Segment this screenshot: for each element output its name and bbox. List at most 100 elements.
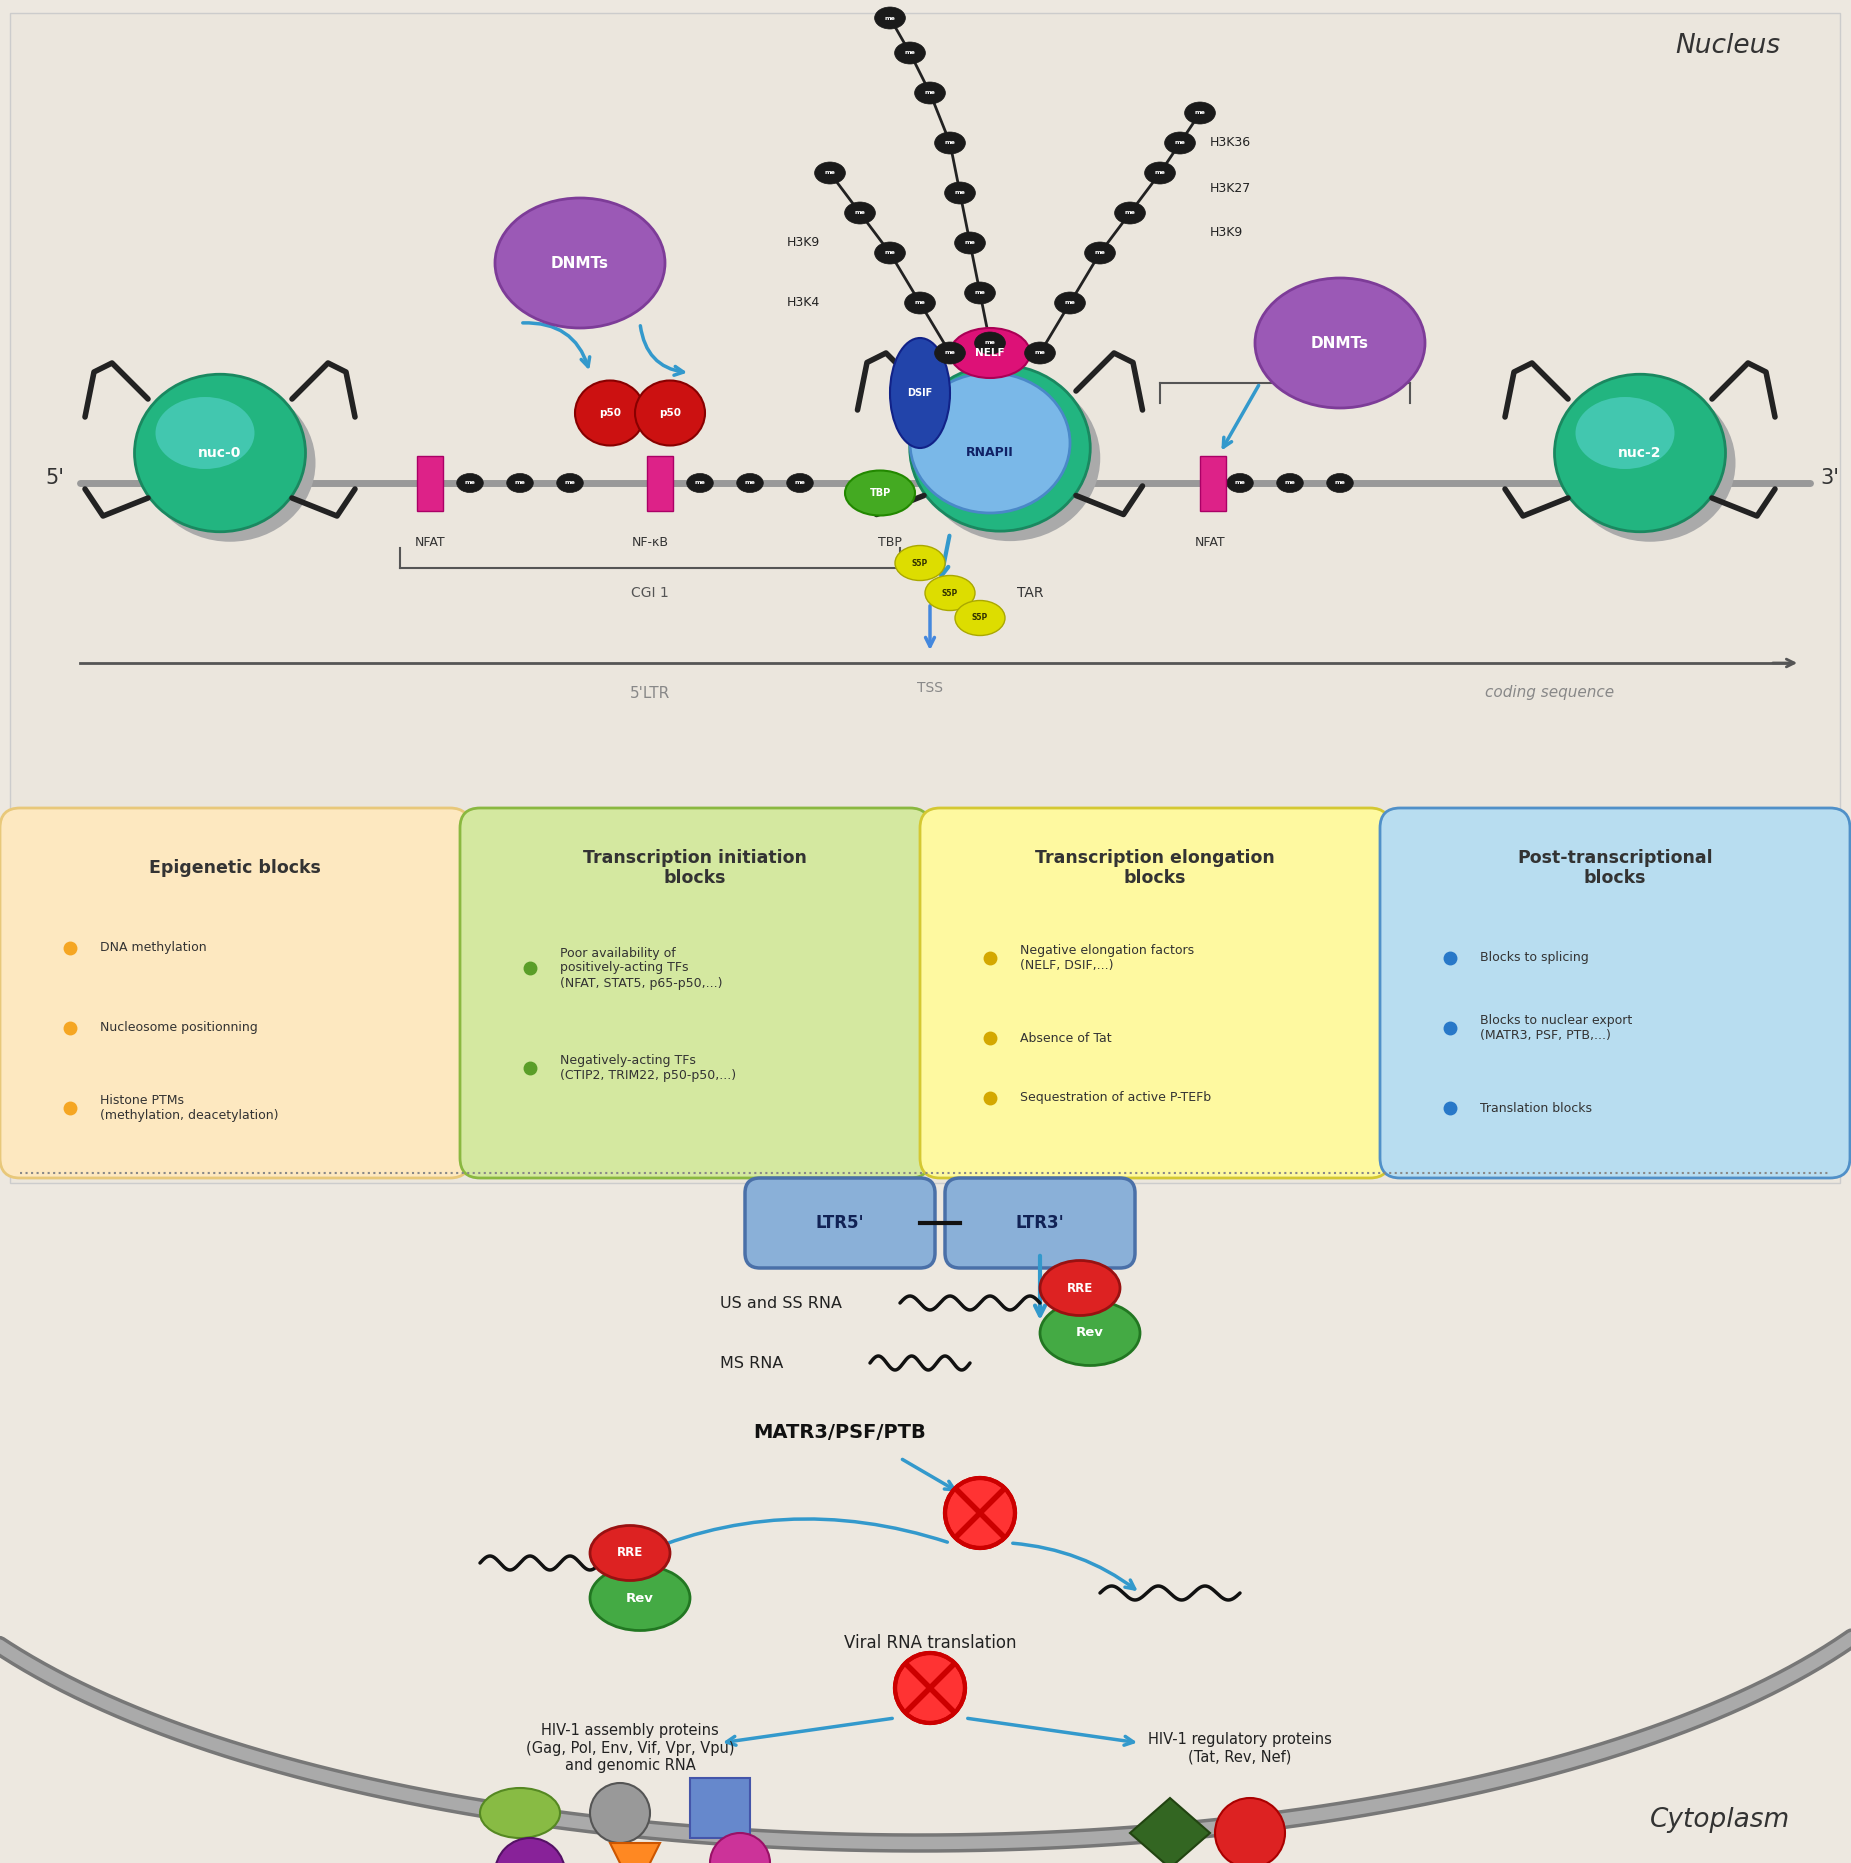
Text: Negative elongation factors
(NELF, DSIF,...): Negative elongation factors (NELF, DSIF,… bbox=[1020, 945, 1194, 972]
Text: Histone PTMs
(methylation, deacetylation): Histone PTMs (methylation, deacetylation… bbox=[100, 1094, 278, 1122]
Ellipse shape bbox=[890, 337, 950, 447]
Text: me: me bbox=[1194, 110, 1205, 116]
Text: 5'LTR: 5'LTR bbox=[629, 686, 670, 700]
Text: TAR: TAR bbox=[1016, 587, 1044, 600]
Ellipse shape bbox=[457, 473, 483, 492]
Text: me: me bbox=[1035, 350, 1046, 356]
Text: me: me bbox=[1125, 211, 1135, 216]
Ellipse shape bbox=[896, 546, 946, 581]
Ellipse shape bbox=[911, 373, 1070, 512]
Ellipse shape bbox=[935, 132, 966, 155]
Text: Rev: Rev bbox=[626, 1591, 653, 1604]
Polygon shape bbox=[611, 1843, 661, 1863]
Circle shape bbox=[896, 1652, 964, 1723]
Text: S5P: S5P bbox=[942, 589, 959, 598]
Ellipse shape bbox=[1040, 1300, 1140, 1366]
Ellipse shape bbox=[590, 1565, 690, 1630]
Ellipse shape bbox=[933, 389, 1037, 466]
Text: me: me bbox=[1335, 481, 1346, 486]
Ellipse shape bbox=[687, 473, 713, 492]
Text: Transcription initiation
blocks: Transcription initiation blocks bbox=[583, 850, 807, 887]
Text: H3K36: H3K36 bbox=[1211, 136, 1251, 149]
Ellipse shape bbox=[590, 1526, 670, 1580]
Text: S5P: S5P bbox=[913, 559, 927, 568]
Ellipse shape bbox=[944, 183, 975, 205]
Bar bbox=[416, 456, 442, 510]
Bar bbox=[690, 1777, 750, 1839]
Text: DNMTs: DNMTs bbox=[552, 255, 609, 270]
Text: me: me bbox=[465, 481, 476, 486]
Text: me: me bbox=[565, 481, 576, 486]
Text: HIV-1 regulatory proteins
(Tat, Rev, Nef): HIV-1 regulatory proteins (Tat, Rev, Nef… bbox=[1148, 1733, 1333, 1764]
Text: H3K27: H3K27 bbox=[1211, 181, 1251, 194]
Text: me: me bbox=[955, 190, 966, 196]
Ellipse shape bbox=[955, 600, 1005, 635]
Ellipse shape bbox=[876, 7, 905, 30]
Text: H3K9: H3K9 bbox=[1211, 227, 1244, 240]
Ellipse shape bbox=[1164, 132, 1196, 155]
Ellipse shape bbox=[1555, 374, 1725, 531]
Ellipse shape bbox=[1564, 384, 1736, 542]
Text: RRE: RRE bbox=[616, 1546, 642, 1559]
Ellipse shape bbox=[876, 242, 905, 265]
Ellipse shape bbox=[950, 328, 1029, 378]
Ellipse shape bbox=[926, 576, 975, 611]
Circle shape bbox=[1214, 1798, 1285, 1863]
Ellipse shape bbox=[914, 82, 946, 104]
Text: me: me bbox=[975, 291, 985, 296]
Text: H3K4: H3K4 bbox=[787, 296, 820, 309]
Ellipse shape bbox=[1185, 102, 1216, 125]
Ellipse shape bbox=[894, 43, 926, 63]
Ellipse shape bbox=[479, 1788, 561, 1839]
Text: TSS: TSS bbox=[916, 682, 942, 695]
Text: TBP: TBP bbox=[877, 537, 901, 550]
Text: me: me bbox=[515, 481, 526, 486]
Circle shape bbox=[494, 1839, 565, 1863]
Text: nuc-1: nuc-1 bbox=[977, 442, 1022, 455]
Text: Negatively-acting TFs
(CTIP2, TRIM22, p50-p50,...): Negatively-acting TFs (CTIP2, TRIM22, p5… bbox=[561, 1054, 737, 1082]
Text: me: me bbox=[1094, 250, 1105, 255]
Text: DNMTs: DNMTs bbox=[1311, 335, 1370, 350]
Text: CGI 2: CGI 2 bbox=[1261, 356, 1299, 371]
Text: Epigenetic blocks: Epigenetic blocks bbox=[150, 859, 320, 877]
Text: US and SS RNA: US and SS RNA bbox=[720, 1295, 842, 1310]
Ellipse shape bbox=[1040, 1261, 1120, 1315]
FancyBboxPatch shape bbox=[0, 809, 470, 1177]
Ellipse shape bbox=[1114, 201, 1146, 224]
Ellipse shape bbox=[975, 332, 1005, 354]
Text: NFAT: NFAT bbox=[415, 537, 446, 550]
Text: Poor availability of
positively-acting TFs
(NFAT, STAT5, p65-p50,...): Poor availability of positively-acting T… bbox=[561, 946, 722, 989]
Text: Translation blocks: Translation blocks bbox=[1481, 1101, 1592, 1114]
FancyBboxPatch shape bbox=[744, 1177, 935, 1269]
Text: Blocks to nuclear export
(MATR3, PSF, PTB,...): Blocks to nuclear export (MATR3, PSF, PT… bbox=[1481, 1013, 1633, 1041]
Text: TBP: TBP bbox=[870, 488, 890, 497]
Text: RNAPII: RNAPII bbox=[966, 447, 1014, 460]
Text: p50: p50 bbox=[659, 408, 681, 417]
Ellipse shape bbox=[576, 380, 644, 445]
Ellipse shape bbox=[1575, 397, 1675, 469]
Text: me: me bbox=[905, 50, 916, 56]
Text: me: me bbox=[1285, 481, 1296, 486]
Text: Cytoplasm: Cytoplasm bbox=[1649, 1807, 1790, 1833]
Text: me: me bbox=[794, 481, 805, 486]
Ellipse shape bbox=[787, 473, 813, 492]
Text: HIV-1 assembly proteins
(Gag, Pol, Env, Vif, Vpr, Vpu)
and genomic RNA: HIV-1 assembly proteins (Gag, Pol, Env, … bbox=[526, 1723, 735, 1774]
Ellipse shape bbox=[955, 233, 985, 253]
Polygon shape bbox=[1129, 1798, 1211, 1863]
Text: nuc-0: nuc-0 bbox=[198, 445, 242, 460]
Text: MATR3/PSF/PTB: MATR3/PSF/PTB bbox=[753, 1423, 926, 1442]
Text: DNA methylation: DNA methylation bbox=[100, 941, 207, 954]
Text: me: me bbox=[964, 240, 975, 246]
FancyBboxPatch shape bbox=[461, 809, 929, 1177]
Text: me: me bbox=[944, 140, 955, 145]
Ellipse shape bbox=[814, 162, 846, 184]
Text: me: me bbox=[924, 91, 935, 95]
Ellipse shape bbox=[737, 473, 763, 492]
Ellipse shape bbox=[846, 471, 914, 516]
Text: NELF: NELF bbox=[975, 348, 1005, 358]
Bar bbox=[648, 456, 674, 510]
Ellipse shape bbox=[905, 292, 935, 315]
Ellipse shape bbox=[635, 380, 705, 445]
Text: me: me bbox=[885, 250, 896, 255]
Text: 3': 3' bbox=[1821, 468, 1840, 488]
